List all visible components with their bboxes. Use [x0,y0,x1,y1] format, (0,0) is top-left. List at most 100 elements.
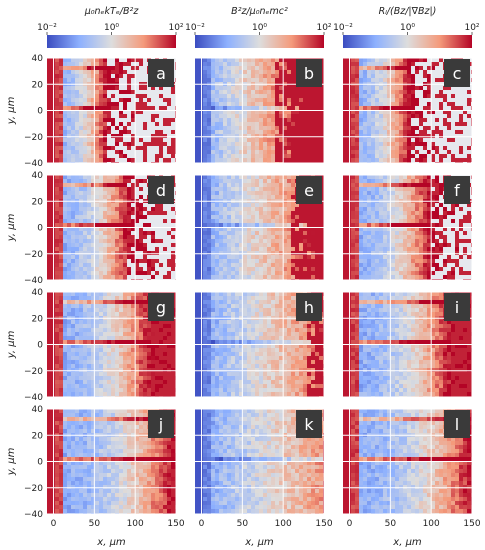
heatmap-cell [151,118,155,122]
heatmap-cell [63,154,67,158]
heatmap-cell [299,110,303,114]
heatmap-cell [219,86,223,90]
heatmap-cell [107,191,111,195]
heatmap-cell [403,179,407,183]
heatmap-cell [195,78,199,82]
heatmap-cell [199,122,203,126]
heatmap-cell [211,98,215,102]
heatmap-cell [467,255,471,259]
heatmap-cell [219,58,223,62]
heatmap-cell [291,275,295,279]
heatmap-cell [71,308,75,312]
heatmap-cell [139,243,143,247]
heatmap-cell [363,215,367,219]
heatmap-cell [411,219,415,223]
heatmap-cell [427,259,431,263]
heatmap-cell [51,292,55,296]
heatmap-cell [431,259,435,263]
heatmap-cell [131,58,135,62]
heatmap-cell [279,263,283,267]
heatmap-cell [379,267,383,271]
heatmap-cell [135,247,139,251]
heatmap-cell [387,251,391,255]
heatmap-cell [307,98,311,102]
heatmap-cell [343,179,347,183]
heatmap-cell [219,247,223,251]
heatmap-cell [59,142,63,146]
heatmap-cell [375,130,379,134]
heatmap-cell [247,114,251,118]
heatmap-cell [299,142,303,146]
heatmap-cell [51,211,55,215]
heatmap-cell [379,191,383,195]
heatmap-cell [75,332,79,336]
heatmap-cell [447,122,451,126]
heatmap-cell [407,263,411,267]
panel-label-badge [444,176,470,204]
heatmap-cell [55,118,59,122]
heatmap-cell [287,130,291,134]
heatmap-cell [227,271,231,275]
heatmap-cell [343,267,347,271]
heatmap-cell [63,243,67,247]
heatmap-cell [67,247,71,251]
heatmap-cell [223,106,227,110]
heatmap-cell [91,231,95,235]
heatmap-cell [467,239,471,243]
heatmap-cell [263,175,267,179]
heatmap-cell [423,187,427,191]
heatmap-cell [211,142,215,146]
heatmap-cell [283,175,287,179]
heatmap-cell [399,183,403,187]
heatmap-cell [367,203,371,207]
heatmap-cell [227,98,231,102]
heatmap-cell [359,243,363,247]
heatmap-cell [103,146,107,150]
heatmap-cell [271,219,275,223]
heatmap-cell [107,74,111,78]
heatmap-cell [119,130,123,134]
heatmap-cell [343,195,347,199]
heatmap-cell [99,134,103,138]
heatmap-cell [303,130,307,134]
heatmap-cell [63,203,67,207]
heatmap-cell [207,74,211,78]
heatmap-cell [131,138,135,142]
heatmap-cell [55,70,59,74]
heatmap-cell [195,259,199,263]
heatmap-cell [451,227,455,231]
heatmap-cell [423,106,427,110]
heatmap-cell [347,66,351,70]
heatmap-cell [383,263,387,267]
heatmap-cell [359,122,363,126]
heatmap-cell [299,150,303,154]
heatmap-cell [123,215,127,219]
heatmap-cell [207,215,211,219]
heatmap-cell [211,235,215,239]
heatmap-cell [411,187,415,191]
heatmap-cell [55,175,59,179]
heatmap-cell [267,211,271,215]
heatmap-cell [379,78,383,82]
heatmap-cell [59,130,63,134]
heatmap-cell [79,292,83,296]
heatmap-cell [251,203,255,207]
heatmap-cell [383,211,387,215]
heatmap-cell [439,203,443,207]
heatmap-cell [75,122,79,126]
heatmap-cell [227,62,231,66]
heatmap-cell [195,106,199,110]
heatmap-cell [435,94,439,98]
heatmap-cell [411,243,415,247]
heatmap-cell [75,78,79,82]
heatmap-cell [83,207,87,211]
heatmap-cell [67,62,71,66]
heatmap-cell [83,130,87,134]
heatmap-cell [103,74,107,78]
heatmap-cell [259,255,263,259]
heatmap-cell [223,195,227,199]
heatmap-cell [195,110,199,114]
heatmap-cell [111,304,115,308]
heatmap-cell [79,223,83,227]
heatmap-cell [151,259,155,263]
